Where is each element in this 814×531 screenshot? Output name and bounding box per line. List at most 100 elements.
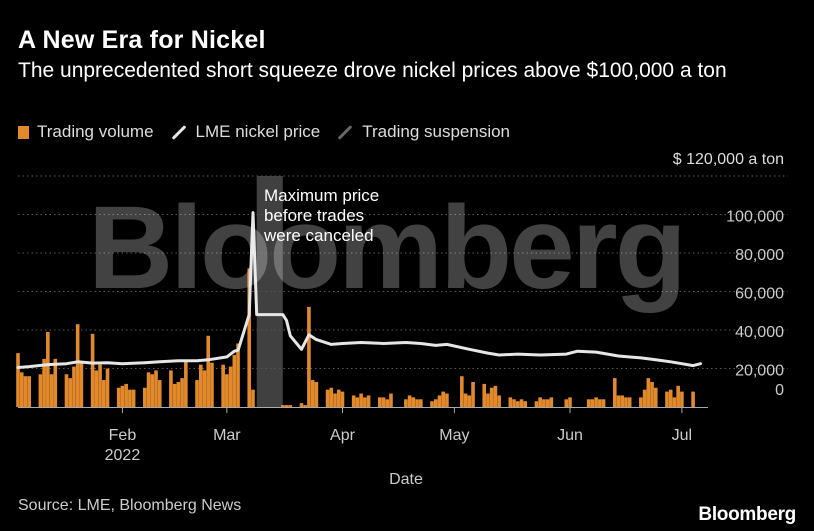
volume-bar [120,385,125,407]
volume-bar [363,397,367,407]
volume-bar [314,381,319,407]
volume-bar [351,395,356,407]
volume-bar [310,380,315,407]
volume-bar [627,397,632,407]
source-note: Source: LME, Bloomberg News [18,497,242,514]
volume-bar [534,401,539,407]
x-tick-label: Apr [330,427,356,444]
volume-bar [128,389,132,407]
volume-bar [124,383,128,407]
volume-bar [486,393,490,407]
volume-bar [325,389,330,407]
volume-bar [620,395,625,407]
chart-subtitle: The unprecedented short squeeze drove ni… [18,59,727,82]
annotation-text: Maximum price [264,186,379,205]
y-tick-label: 80,000 [735,247,784,264]
volume-bar [98,364,102,407]
volume-bar [143,387,147,407]
volume-bar [307,306,311,407]
volume-bar [523,401,528,407]
price-line-path [16,211,702,369]
volume-bar [672,397,677,407]
volume-bar [642,389,647,407]
volume-bar [639,397,643,407]
volume-bar [594,397,598,407]
volume-bar [680,391,684,407]
x-tick-sublabel: 2022 [105,447,141,464]
y-tick-label: 0 [775,382,784,399]
legend-label-volume: Trading volume [37,122,154,141]
volume-bar [42,358,46,407]
volume-bar [430,401,434,407]
volume-bar [616,395,621,407]
volume-bar [176,381,181,407]
volume-bar [23,376,28,407]
volume-bar [49,374,54,407]
volume-bar [407,395,412,407]
volume-bar [46,331,50,407]
volume-bar [169,370,173,407]
volume-bar [377,397,382,407]
volume-bar [131,389,136,407]
volume-bar [195,380,199,407]
legend-label-suspension: Trading suspension [362,122,511,141]
suspension-band [256,176,283,407]
volume-bar [27,376,31,407]
volume-bar [568,397,572,407]
volume-bar [359,393,363,407]
volume-bar [232,355,237,407]
volume-bar [542,399,546,407]
volume-bar [288,405,293,407]
volume-bar [247,268,252,407]
x-tick-label: Jun [557,427,583,444]
volume-bar [676,385,680,407]
volume-bar [90,333,95,407]
volume-bar [206,335,211,407]
volume-bar [463,393,468,407]
volume-bar [497,395,501,407]
volume-bar [281,405,285,407]
volume-bar [336,389,341,407]
brand-logo: Bloomberg [698,504,796,525]
volume-bar [16,353,20,407]
chart-title: A New Era for Nickel [18,26,266,54]
volume-bar [653,387,658,407]
volume-bar [105,368,110,407]
volume-bar [482,383,487,407]
x-tick-label: Jul [672,427,692,444]
volume-bar [68,378,73,407]
legend-item-volume: Trading volume [18,122,154,142]
volume-bar [64,374,69,407]
volume-bar [101,380,106,407]
axes: 0 20,000 40,000 60,000 80,000 100,000 $ 120,00… [18,151,784,488]
volume-bar [225,374,229,407]
volume-bar [116,387,121,407]
volume-bar [415,399,419,407]
volume-bar [437,395,442,407]
volume-bar [146,372,151,407]
legend-swatch-volume [18,125,29,139]
volume-bar [433,399,438,407]
volume-bar [515,401,520,407]
volume-bar [612,378,617,407]
annotation-text: were canceled [263,226,374,245]
volume-bar [385,399,390,407]
x-tick-label: Mar [213,427,241,444]
annotation-text: before trades [264,206,364,225]
volume-bar [489,387,494,407]
volume-bar [79,362,84,407]
volume-bar [646,378,651,407]
volume-bar [665,391,669,407]
volume-bar [545,399,550,407]
volume-bar [221,364,225,407]
volume-bar [538,397,542,407]
volume-bar [404,399,408,407]
y-unit-label: $ 120,000 a ton [673,151,784,168]
volume-bar [72,366,76,407]
y-tick-label: 20,000 [735,363,784,380]
legend-label-price: LME nickel price [195,122,321,141]
volume-bar [172,383,177,407]
volume-bar [467,395,472,407]
volume-bar [549,397,554,407]
